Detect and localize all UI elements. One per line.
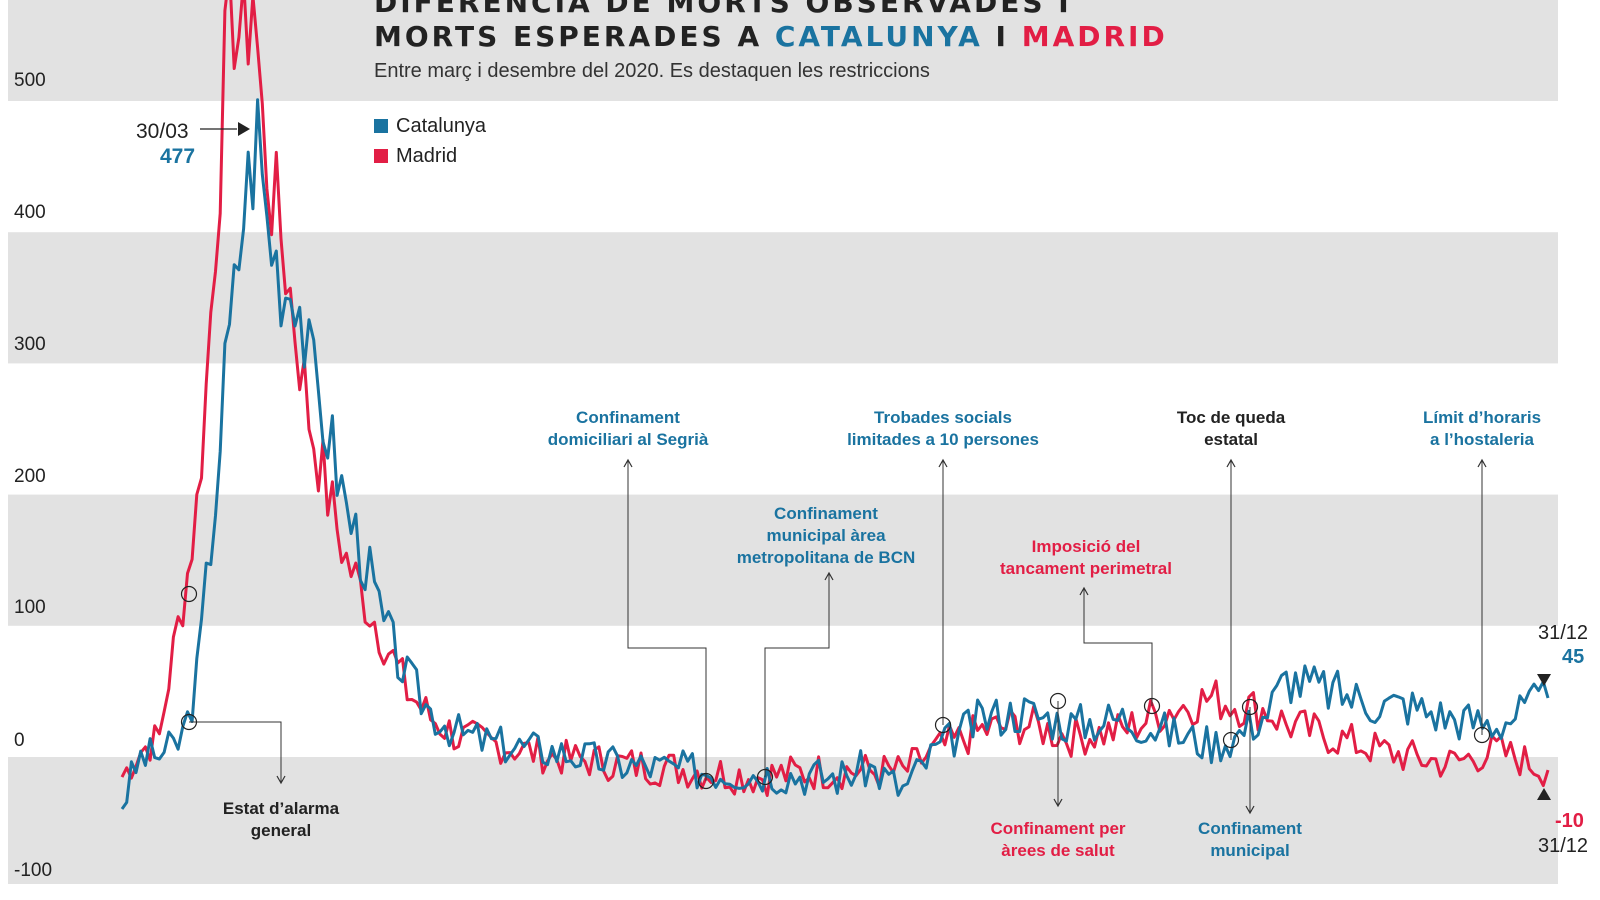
end-value-catalunya: 45 — [1562, 646, 1585, 668]
y-tick-100: 100 — [14, 597, 46, 618]
legend-label-catalunya: Catalunya — [396, 115, 487, 137]
arrow-estat-icon — [276, 775, 286, 785]
annotation-perimetral: Imposició del tancament perimetral — [1000, 537, 1172, 578]
grid-band-2 — [8, 494, 1558, 626]
chart-subtitle: Entre març i desembre del 2020. Es desta… — [374, 60, 930, 82]
y-tick-200: 200 — [14, 466, 46, 487]
legend-item-catalunya: Catalunya — [374, 115, 486, 138]
y-tick-400: 400 — [14, 202, 46, 223]
event-marker-estat — [180, 585, 198, 603]
grid-band-0 — [8, 757, 1558, 884]
annotation-segria: Confinament domiciliari al Segrià — [547, 408, 709, 449]
y-tick-500: 500 — [14, 70, 46, 91]
annotation-bcn: Confinament municipal àrea metropolitana d… — [736, 504, 916, 567]
y-tick-300: 300 — [14, 334, 46, 355]
event-marker-bcn — [756, 768, 774, 786]
event-marker-segria — [697, 772, 715, 790]
annotation-estat: Estat d’alarma general — [222, 799, 340, 840]
title-sep: I — [982, 20, 1022, 53]
annotation-horaris: Límit d’horaris a l’hostaleria — [1422, 408, 1542, 449]
y-tick-minus-100: -100 — [14, 860, 53, 881]
legend-swatch-catalunya — [374, 119, 388, 133]
chart-title-line2: MORTS ESPERADES A CATALUNYA I MADRID — [374, 20, 1168, 53]
end-date-madrid: 31/12 — [1538, 835, 1589, 857]
arrow-salut-icon — [1053, 798, 1063, 808]
peak-value-label: 477 — [160, 145, 196, 168]
leader-line-estat — [189, 721, 282, 783]
leader-line-segria — [627, 460, 707, 781]
event-marker-salut — [1049, 692, 1067, 710]
peak-arrow-icon — [238, 122, 250, 136]
arrow-municipal-icon — [1245, 805, 1255, 815]
title-madrid: MADRID — [1021, 20, 1168, 53]
event-marker-horaris — [1473, 726, 1491, 744]
end-marker-madrid-icon — [1537, 788, 1551, 800]
arrow-perimetral-icon — [1079, 586, 1089, 596]
event-marker-perimetral — [1143, 697, 1161, 715]
title-catalunya: CATALUNYA — [774, 20, 983, 53]
leader-line-bcn — [764, 573, 830, 777]
series-line-catalunya — [120, 98, 1550, 810]
y-tick-0: 0 — [14, 730, 25, 751]
annotation-toc: Toc de queda estatal — [1176, 408, 1286, 449]
arrow-horaris-icon — [1477, 458, 1487, 468]
annotation-municipal: Confinament municipal — [1198, 819, 1302, 860]
grid-band-4 — [8, 232, 1558, 364]
arrow-trobades-icon — [938, 458, 948, 468]
chart-title-line1: DIFERÈNCIA DE MORTS OBSERVADES I — [374, 0, 1072, 19]
event-marker-toc — [1222, 731, 1240, 749]
end-value-madrid: -10 — [1555, 810, 1584, 832]
peak-date-label: 30/03 — [136, 120, 189, 143]
end-date-catalunya: 31/12 — [1538, 622, 1589, 644]
arrow-segria-icon — [623, 458, 633, 468]
legend-label-madrid: Madrid — [396, 145, 458, 167]
grid-band-6 — [8, 0, 1558, 101]
end-marker-catalunya-icon — [1537, 674, 1551, 686]
legend-swatch-madrid — [374, 149, 388, 163]
event-marker-trobades — [934, 716, 952, 734]
event-marker-municipal — [1241, 698, 1259, 716]
annotation-trobades: Trobades socials limitades a 10 persones — [847, 408, 1039, 449]
leader-line-perimetral — [1083, 588, 1153, 706]
annotation-salut: Confinament per àrees de salut — [990, 819, 1126, 860]
arrow-bcn-icon — [824, 571, 834, 581]
arrow-toc-icon — [1226, 458, 1236, 468]
event-marker-estat-1 — [180, 713, 198, 731]
legend-item-madrid: Madrid — [374, 145, 457, 168]
title-prefix: MORTS ESPERADES A — [374, 20, 775, 53]
